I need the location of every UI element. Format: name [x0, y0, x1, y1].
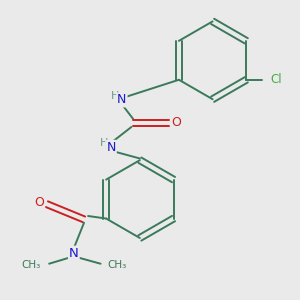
Text: O: O — [171, 116, 181, 129]
Text: CH₃: CH₃ — [21, 260, 40, 270]
Text: N: N — [117, 93, 127, 106]
Text: H: H — [111, 91, 119, 101]
Text: O: O — [34, 196, 44, 209]
Text: CH₃: CH₃ — [107, 260, 127, 270]
Text: N: N — [69, 247, 79, 260]
Text: Cl: Cl — [270, 73, 282, 86]
Text: H: H — [100, 138, 109, 148]
Text: N: N — [106, 141, 116, 154]
